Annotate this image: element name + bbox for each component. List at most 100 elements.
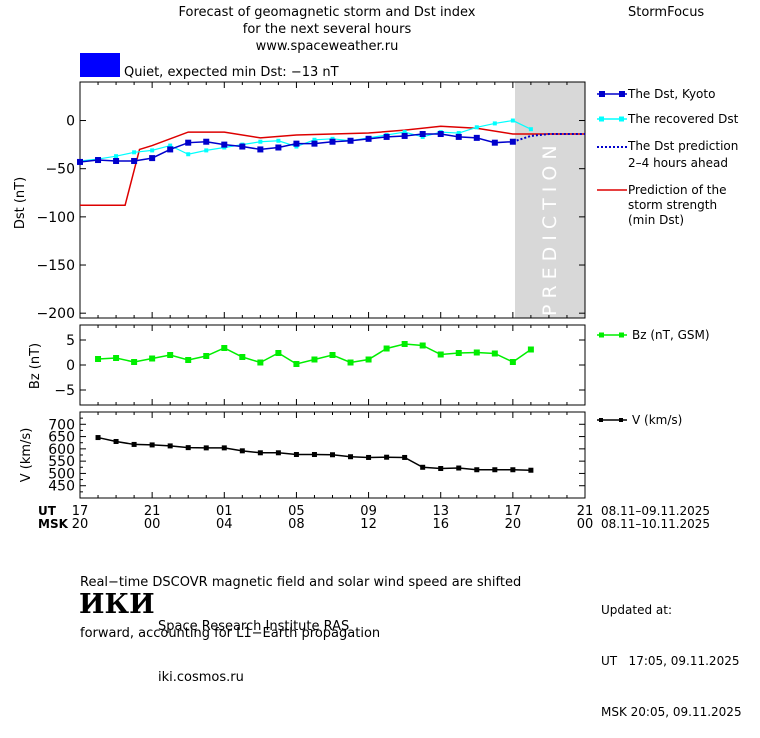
recovered-dst-point — [132, 150, 137, 155]
legend-item-dst-kyoto: The Dst, Kyoto — [597, 87, 715, 101]
recovered-dst-point — [186, 152, 191, 157]
dst-kyoto-point — [473, 134, 480, 141]
v-y-tick-label: 700 — [48, 417, 75, 433]
v-point — [456, 465, 462, 471]
dst-kyoto-point — [167, 146, 174, 153]
dst-kyoto-point — [491, 139, 498, 146]
v-point — [311, 452, 317, 458]
updated-label: Updated at: — [601, 603, 672, 617]
status-text: Quiet, expected min Dst: −13 nT — [124, 65, 339, 80]
bz-point — [293, 361, 300, 367]
bz-point — [257, 359, 264, 366]
dst-y-tick-label: −150 — [37, 258, 75, 274]
v-y-tick-label: 550 — [48, 454, 75, 470]
dst-kyoto-point — [77, 158, 83, 165]
bz-point — [419, 342, 426, 349]
v-point — [402, 454, 408, 460]
institute-info: Space Research Institute RAS iki.cosmos.… — [158, 584, 349, 703]
dst-kyoto-point — [221, 141, 228, 148]
legend-dst-prediction-label-2: 2–4 hours ahead — [628, 156, 728, 170]
bz-y-tick-label: 5 — [66, 333, 75, 349]
v-point — [330, 452, 335, 458]
bz-y-tick-label: 0 — [66, 358, 75, 374]
bz-point — [149, 355, 156, 362]
legend-item-bz: Bz (nT, GSM) — [597, 328, 710, 342]
v-point — [474, 467, 480, 473]
institute-name: Space Research Institute RAS — [158, 619, 350, 634]
dst-kyoto-point — [329, 138, 336, 145]
msk-axis-label: MSK — [38, 517, 69, 531]
dst-kyoto-point — [149, 155, 156, 162]
legend-recovered-dst-label: The recovered Dst — [627, 112, 739, 126]
v-point — [95, 435, 101, 441]
msk-tick-label: 08 — [288, 517, 305, 532]
recovered-dst-point — [510, 118, 515, 123]
recovered-dst-point — [258, 139, 263, 144]
recovered-dst-point — [114, 154, 119, 159]
bz-panel: 5 0 −5 Bz (nT) — [28, 324, 586, 406]
iki-logo: ИКИ — [79, 589, 155, 620]
v-y-tick-label: 450 — [48, 479, 75, 495]
dst-kyoto-point — [257, 146, 264, 153]
prediction-band-label: PREDICTION — [539, 139, 561, 316]
bz-point — [113, 355, 120, 361]
bz-point — [365, 356, 372, 363]
ut-date-range: 08.11–09.11.2025 — [601, 504, 710, 518]
msk-date-range: 08.11–10.11.2025 — [601, 517, 710, 531]
legend-storm-prediction-label-3: (min Dst) — [628, 213, 684, 227]
v-point — [113, 438, 119, 444]
ut-tick-label: 09 — [360, 504, 377, 519]
legend-storm-prediction-label-2: storm strength — [628, 198, 717, 212]
dst-kyoto-point — [275, 144, 282, 151]
legend-item-dst-prediction: The Dst prediction 2–4 hours ahead — [597, 139, 738, 170]
status-color-box — [80, 53, 120, 77]
bz-point — [95, 356, 102, 362]
dst-kyoto-point — [311, 140, 318, 147]
v-y-tick-label: 650 — [48, 430, 75, 446]
v-point — [384, 454, 390, 460]
dst-kyoto-point — [185, 139, 192, 146]
chart-title-url: www.spaceweather.ru — [256, 39, 399, 54]
dst-kyoto-point — [383, 133, 390, 140]
dst-kyoto-point — [437, 131, 444, 138]
v-point — [149, 442, 155, 448]
dst-kyoto-point — [455, 133, 462, 140]
bz-panel-frame — [79, 324, 586, 406]
dst-kyoto-point — [293, 140, 300, 147]
dst-kyoto-point — [113, 157, 120, 164]
bz-point — [473, 349, 480, 356]
dst-kyoto-point — [347, 137, 354, 144]
ut-tick-label: 01 — [216, 504, 233, 519]
bz-y-tick-label: −5 — [54, 383, 75, 399]
msk-tick-label: 12 — [360, 517, 377, 532]
v-point — [366, 454, 372, 460]
v-y-tick-label: 500 — [48, 466, 75, 482]
recovered-dst-point — [150, 148, 155, 153]
v-point — [275, 450, 281, 456]
ut-tick-label: 17 — [72, 504, 89, 519]
bz-point — [185, 357, 192, 363]
v-point — [239, 448, 245, 454]
recovered-dst-point — [528, 127, 533, 132]
ut-axis-label: UT — [38, 504, 57, 518]
recovered-dst-point — [492, 121, 497, 126]
dst-kyoto-point — [131, 157, 138, 164]
dst-kyoto-point — [365, 135, 372, 142]
institute-link[interactable]: iki.cosmos.ru — [158, 670, 244, 685]
storm-forecast-chart: Forecast of geomagnetic storm and Dst in… — [13, 5, 739, 620]
updated-ut: UT 17:05, 09.11.2025 — [601, 654, 740, 668]
msk-tick-label: 00 — [144, 517, 161, 532]
updated-msk: MSK 20:05, 09.11.2025 — [601, 705, 742, 719]
dst-panel: PREDICTION 0 −50 −100 −150 −200 Dst (nT) — [13, 81, 586, 322]
ut-tick-label: 05 — [288, 504, 305, 519]
legend-storm-prediction-label-1: Prediction of the — [628, 183, 727, 197]
legend-dst-kyoto-label: The Dst, Kyoto — [627, 87, 715, 101]
storm-strength-line — [80, 125, 585, 207]
bz-point — [239, 354, 246, 360]
bz-point — [455, 350, 462, 356]
v-point — [131, 441, 137, 447]
bz-point — [167, 352, 174, 358]
dst-y-tick-label: −100 — [37, 210, 75, 226]
ut-tick-label: 17 — [505, 504, 522, 519]
bz-point — [131, 359, 138, 365]
